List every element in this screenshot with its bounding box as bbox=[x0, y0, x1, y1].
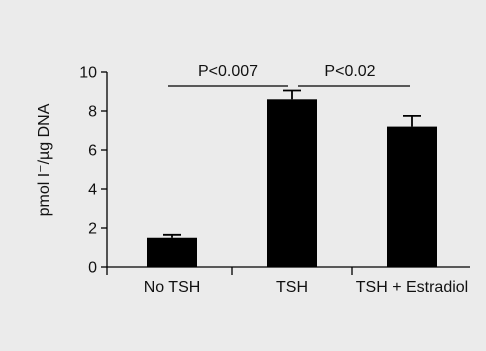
y-tick-label: 2 bbox=[88, 221, 97, 238]
y-tick-label: 8 bbox=[88, 104, 97, 121]
significance-label: P<0.02 bbox=[324, 63, 375, 80]
category-label: TSH bbox=[276, 279, 308, 296]
bar bbox=[387, 126, 437, 267]
bar bbox=[147, 237, 197, 267]
y-tick-label: 6 bbox=[88, 143, 97, 160]
significance-label: P<0.007 bbox=[198, 63, 258, 80]
y-tick-label: 10 bbox=[79, 65, 97, 82]
category-label: No TSH bbox=[144, 279, 201, 296]
bar bbox=[267, 99, 317, 267]
y-axis-title: pmol I⁻/µg DNA bbox=[36, 103, 53, 216]
y-tick-label: 4 bbox=[88, 182, 97, 199]
category-label: TSH + Estradiol bbox=[356, 279, 468, 296]
y-tick-label: 0 bbox=[88, 260, 97, 277]
